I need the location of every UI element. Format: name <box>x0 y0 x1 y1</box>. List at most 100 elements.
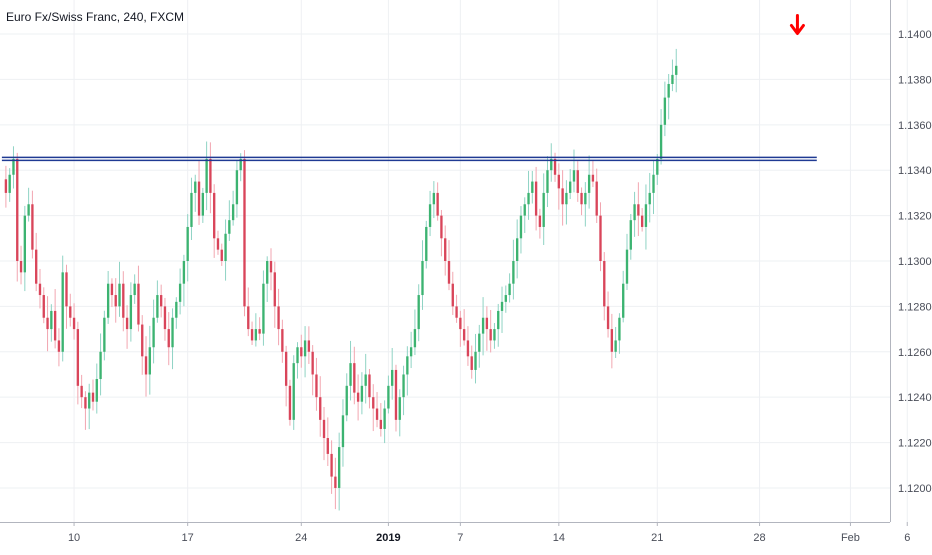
candle[interactable] <box>288 385 292 420</box>
candle[interactable] <box>356 392 360 402</box>
candle[interactable] <box>497 310 500 330</box>
candle[interactable] <box>504 295 507 302</box>
candle[interactable] <box>667 83 670 98</box>
candle[interactable] <box>243 158 246 307</box>
candle[interactable] <box>599 215 602 261</box>
candle[interactable] <box>425 226 428 261</box>
candle[interactable] <box>292 363 295 420</box>
candle[interactable] <box>61 272 64 352</box>
candle[interactable] <box>118 283 121 307</box>
candle[interactable] <box>46 317 49 330</box>
candle[interactable] <box>391 369 394 386</box>
candle[interactable] <box>432 192 436 205</box>
candle[interactable] <box>27 204 30 216</box>
candle[interactable] <box>38 283 42 296</box>
candle[interactable] <box>247 306 250 330</box>
candle[interactable] <box>69 306 72 318</box>
candle[interactable] <box>402 374 405 398</box>
candle[interactable] <box>4 179 8 193</box>
candle[interactable] <box>538 215 542 227</box>
candle[interactable] <box>88 392 91 409</box>
candle[interactable] <box>440 215 443 239</box>
candle[interactable] <box>591 174 595 182</box>
candle[interactable] <box>178 283 182 302</box>
candle[interactable] <box>19 261 23 273</box>
candle[interactable] <box>182 261 186 284</box>
candle[interactable] <box>137 283 140 325</box>
candle[interactable] <box>42 295 45 318</box>
candle[interactable] <box>80 385 83 398</box>
candle[interactable] <box>462 329 466 341</box>
candle[interactable] <box>622 283 625 318</box>
candle[interactable] <box>675 65 678 75</box>
candle[interactable] <box>91 392 95 402</box>
candle[interactable] <box>303 340 307 357</box>
candle[interactable] <box>580 192 583 205</box>
candle[interactable] <box>296 347 299 364</box>
candle[interactable] <box>76 329 80 386</box>
candle[interactable] <box>368 374 371 398</box>
candle[interactable] <box>436 192 439 216</box>
candle[interactable] <box>656 158 659 175</box>
candle[interactable] <box>103 317 106 352</box>
candle[interactable] <box>379 419 383 429</box>
candle[interactable] <box>341 415 345 448</box>
candle[interactable] <box>99 351 102 380</box>
candle[interactable] <box>209 158 212 193</box>
candle[interactable] <box>224 233 227 261</box>
candle[interactable] <box>220 249 223 261</box>
candle[interactable] <box>485 317 489 330</box>
candle[interactable] <box>133 283 136 296</box>
candle[interactable] <box>141 324 144 357</box>
candle[interactable] <box>644 204 648 227</box>
candle[interactable] <box>383 408 386 429</box>
candle[interactable] <box>277 306 280 330</box>
candle[interactable] <box>444 238 447 261</box>
candle[interactable] <box>12 158 15 175</box>
candle[interactable] <box>519 215 523 239</box>
candle[interactable] <box>550 158 553 171</box>
candle[interactable] <box>258 329 261 334</box>
candle[interactable] <box>349 363 352 386</box>
candle[interactable] <box>557 174 561 189</box>
candle[interactable] <box>315 374 318 398</box>
candle[interactable] <box>523 204 526 216</box>
candle[interactable] <box>95 379 98 402</box>
candle[interactable] <box>262 283 265 334</box>
candle[interactable] <box>16 158 19 261</box>
candle[interactable] <box>337 447 341 488</box>
candle[interactable] <box>50 310 53 330</box>
candle[interactable] <box>663 97 667 125</box>
candle[interactable] <box>266 261 269 284</box>
candle[interactable] <box>572 170 576 182</box>
candle[interactable] <box>129 295 133 330</box>
candle[interactable] <box>213 192 216 239</box>
candle[interactable] <box>281 329 284 352</box>
candle[interactable] <box>194 181 197 193</box>
candle[interactable] <box>284 351 288 386</box>
candle[interactable] <box>512 261 515 284</box>
candle[interactable] <box>648 192 651 205</box>
candle[interactable] <box>110 283 114 296</box>
candle[interactable] <box>508 283 511 296</box>
candle[interactable] <box>311 351 314 375</box>
candle[interactable] <box>671 74 674 84</box>
candle[interactable] <box>606 306 610 330</box>
candle[interactable] <box>300 347 303 357</box>
candle[interactable] <box>531 181 534 193</box>
candle[interactable] <box>159 295 163 307</box>
candle[interactable] <box>57 340 61 352</box>
candle[interactable] <box>470 356 473 370</box>
candle[interactable] <box>534 181 538 216</box>
candle[interactable] <box>417 295 420 330</box>
candle[interactable] <box>148 347 151 375</box>
candle[interactable] <box>447 261 451 284</box>
candle[interactable] <box>156 295 159 318</box>
candle[interactable] <box>231 204 235 221</box>
candle[interactable] <box>353 363 356 393</box>
candle[interactable] <box>334 476 337 488</box>
candle[interactable] <box>330 453 333 477</box>
candle[interactable] <box>546 170 549 193</box>
candle[interactable] <box>413 329 417 348</box>
